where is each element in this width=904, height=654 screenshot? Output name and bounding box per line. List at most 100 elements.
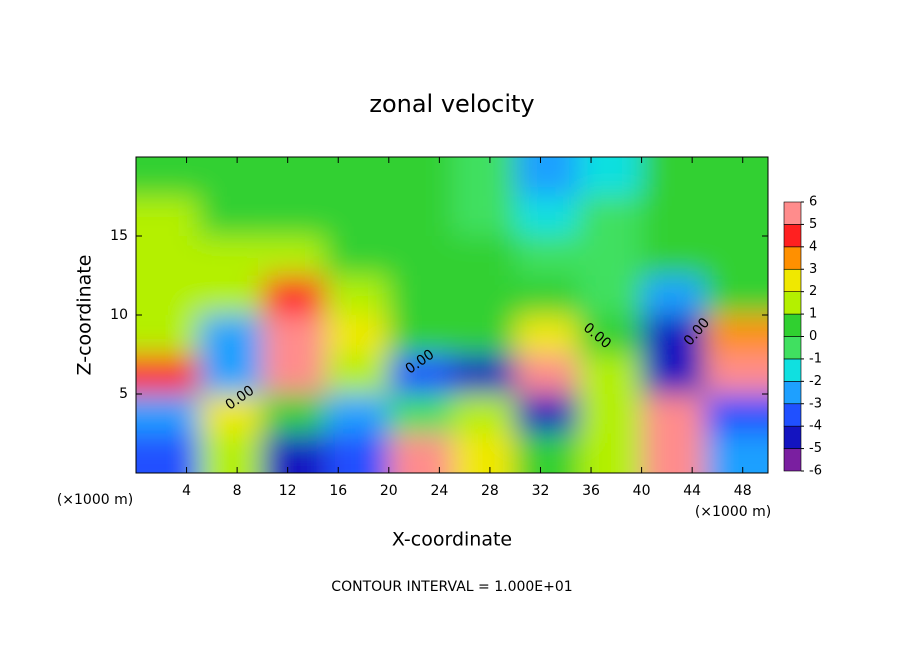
field-cell bbox=[704, 354, 768, 394]
x-tick-label: 8 bbox=[233, 483, 242, 499]
colorbar-swatch bbox=[783, 246, 802, 270]
colorbar-tick-label: -2 bbox=[809, 374, 822, 389]
field-cell bbox=[641, 275, 705, 315]
colorbar-swatch bbox=[783, 358, 802, 382]
field bbox=[136, 157, 768, 473]
field-cell bbox=[136, 315, 200, 355]
field-cell bbox=[578, 315, 642, 355]
colorbar-swatch bbox=[783, 403, 802, 427]
field-cell bbox=[515, 196, 579, 236]
colorbar-swatch bbox=[783, 201, 802, 225]
field-cell bbox=[578, 394, 642, 434]
y-tick-label: 15 bbox=[110, 228, 128, 244]
y-axis-label: Z-coordinate bbox=[74, 255, 96, 376]
colorbar-tick-label: 5 bbox=[809, 217, 817, 232]
field-cell bbox=[388, 433, 452, 473]
colorbar-tick-label: -3 bbox=[809, 396, 822, 411]
field-cell bbox=[641, 236, 705, 276]
field-cell bbox=[704, 394, 768, 434]
field-cell bbox=[262, 236, 326, 276]
field-cell bbox=[704, 196, 768, 236]
field-cell bbox=[199, 394, 263, 434]
field-cell bbox=[452, 315, 516, 355]
y-tick-label: 10 bbox=[110, 307, 128, 323]
field-cell bbox=[325, 394, 389, 434]
field-cell bbox=[325, 275, 389, 315]
chart-title: zonal velocity bbox=[369, 90, 534, 118]
colorbar-swatch bbox=[783, 224, 802, 248]
field-cell bbox=[515, 433, 579, 473]
field-cell bbox=[515, 354, 579, 394]
field-cell bbox=[325, 315, 389, 355]
x-axis-label: X-coordinate bbox=[392, 529, 512, 551]
y-tick-label: 5 bbox=[119, 386, 128, 402]
field-cell bbox=[515, 275, 579, 315]
field-cell bbox=[578, 433, 642, 473]
field-cell bbox=[325, 157, 389, 197]
field-cell bbox=[262, 354, 326, 394]
field-cell bbox=[515, 157, 579, 197]
x-tick-label: 48 bbox=[734, 483, 752, 499]
field-cell bbox=[452, 433, 516, 473]
field-cell bbox=[136, 157, 200, 197]
footer: CONTOUR INTERVAL = 1.000E+01 bbox=[331, 579, 572, 595]
field-cell bbox=[641, 394, 705, 434]
field-cell bbox=[578, 157, 642, 197]
field-cell bbox=[388, 275, 452, 315]
x-tick-label: 20 bbox=[380, 483, 398, 499]
field-cell bbox=[452, 196, 516, 236]
field-cell bbox=[515, 236, 579, 276]
x-tick-label: 16 bbox=[329, 483, 347, 499]
field-cell bbox=[136, 275, 200, 315]
colorbar-tick-label: 4 bbox=[809, 239, 817, 254]
field-cell bbox=[578, 275, 642, 315]
field-cell bbox=[452, 394, 516, 434]
x-tick-label: 44 bbox=[683, 483, 701, 499]
field-cell bbox=[199, 157, 263, 197]
field-cell bbox=[136, 236, 200, 276]
field-cell bbox=[515, 315, 579, 355]
field-cell bbox=[388, 157, 452, 197]
field-cell bbox=[452, 275, 516, 315]
field-cell bbox=[199, 236, 263, 276]
x-unit-label: (×1000 m) bbox=[695, 504, 771, 520]
field-cell bbox=[704, 236, 768, 276]
field-cell bbox=[325, 433, 389, 473]
field-cell bbox=[452, 236, 516, 276]
field-cell bbox=[452, 354, 516, 394]
colorbar-tick-label: 1 bbox=[809, 307, 817, 322]
field-cell bbox=[388, 315, 452, 355]
colorbar-swatch bbox=[783, 425, 802, 449]
field-cell bbox=[704, 315, 768, 355]
field-cell bbox=[199, 275, 263, 315]
field-cell bbox=[578, 354, 642, 394]
colorbar-tick-label: -6 bbox=[809, 464, 822, 479]
field-cell bbox=[641, 433, 705, 473]
colorbar-swatch bbox=[783, 268, 802, 292]
field-cell bbox=[578, 196, 642, 236]
field-cell bbox=[578, 236, 642, 276]
field-cell bbox=[704, 157, 768, 197]
colorbar-swatch bbox=[783, 336, 802, 360]
field-cell bbox=[641, 157, 705, 197]
colorbar-tick-label: -5 bbox=[809, 441, 822, 456]
field-cell bbox=[704, 275, 768, 315]
colorbar-swatch bbox=[783, 313, 802, 337]
field-cell bbox=[641, 196, 705, 236]
x-tick-label: 28 bbox=[481, 483, 499, 499]
field-cell bbox=[452, 157, 516, 197]
field-cell bbox=[136, 433, 200, 473]
field-cell bbox=[515, 394, 579, 434]
field-cell bbox=[388, 196, 452, 236]
field-cell bbox=[199, 433, 263, 473]
x-tick-label: 12 bbox=[279, 483, 297, 499]
x-tick-label: 4 bbox=[182, 483, 191, 499]
field-cell bbox=[388, 394, 452, 434]
field-cell bbox=[388, 236, 452, 276]
field-cell bbox=[325, 196, 389, 236]
colorbar-tick-label: 0 bbox=[809, 329, 817, 344]
colorbar-tick-label: 3 bbox=[809, 262, 817, 277]
plot-frame bbox=[135, 156, 769, 474]
colorbar-tick-label: -1 bbox=[809, 351, 822, 366]
